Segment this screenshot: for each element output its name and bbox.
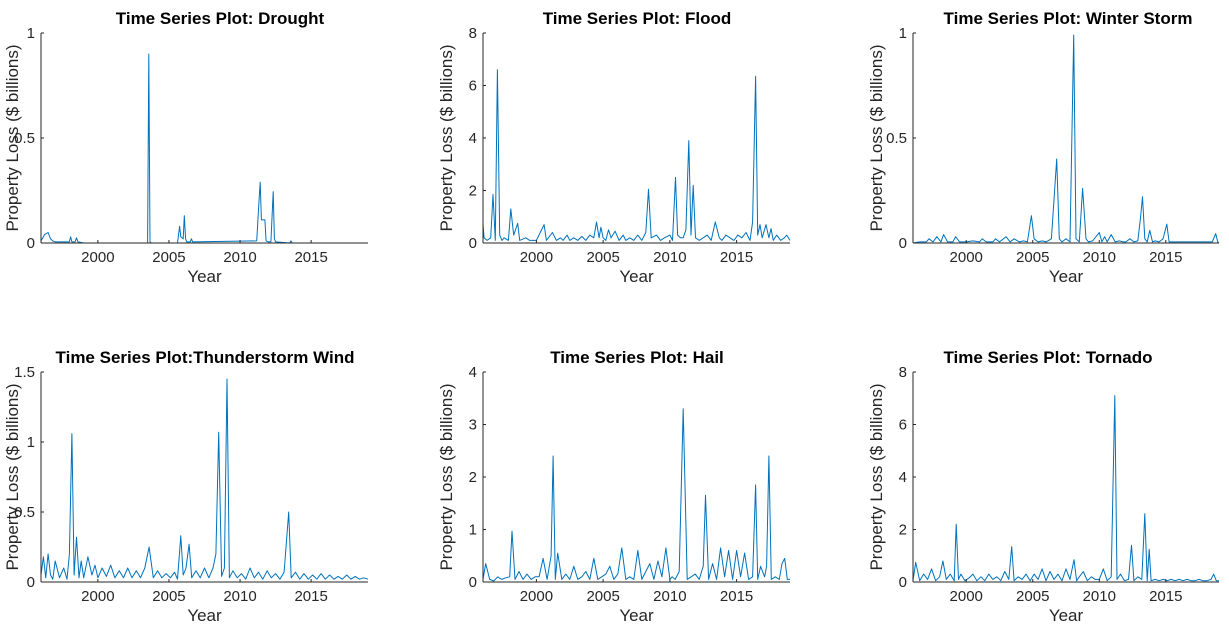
y-tick-label: 8 xyxy=(469,25,477,42)
x-tick-label: 2000 xyxy=(950,588,983,605)
y-axis-label: Property Loss ($ billions) xyxy=(437,44,456,231)
y-tick-label: 1.5 xyxy=(14,364,35,381)
y-tick-label: 4 xyxy=(469,130,477,147)
x-tick-label: 2015 xyxy=(720,588,753,605)
y-tick-label: 0.5 xyxy=(886,130,907,147)
chart-panel-3: Time Series Plot: Winter Storm 2000 2005 20… xyxy=(867,9,1220,286)
y-axis-label: Property Loss ($ billions) xyxy=(437,383,456,570)
x-tick-label: 2000 xyxy=(81,588,114,605)
chart-panel-6: Time Series Plot: Tornado 2000 2005 2010 201… xyxy=(867,348,1219,625)
x-tick-label: 2010 xyxy=(223,588,256,605)
y-tick-label: 1 xyxy=(27,25,35,42)
x-tick-label: 2000 xyxy=(520,249,553,266)
chart-panel-5: Time Series Plot: Hail 2000 2005 2010 2015 0 1… xyxy=(437,348,790,625)
y-tick-label: 1 xyxy=(27,434,35,451)
series-line xyxy=(482,408,790,582)
y-tick-label: 0 xyxy=(899,574,907,591)
y-axis-label: Property Loss ($ billions) xyxy=(867,383,886,570)
y-tick-label: 3 xyxy=(469,417,477,434)
x-tick-label: 2015 xyxy=(294,588,327,605)
series-line xyxy=(482,69,791,241)
x-tick-label: 2015 xyxy=(720,249,753,266)
x-tick-label: 2000 xyxy=(81,249,114,266)
series-line xyxy=(40,53,368,244)
x-tick-label: 2010 xyxy=(653,588,686,605)
series-line xyxy=(912,395,1219,582)
x-axis-label: Year xyxy=(1049,606,1084,625)
x-tick-label: 2005 xyxy=(152,249,185,266)
x-tick-label: 2015 xyxy=(1149,249,1182,266)
chart-title: Time Series Plot: Winter Storm xyxy=(944,9,1193,28)
y-tick-label: 0.5 xyxy=(14,130,35,147)
chart-panel-2: Time Series Plot: Flood 2000 2005 2010 2015 0… xyxy=(437,9,791,286)
y-tick-label: 2 xyxy=(469,183,477,200)
x-tick-label: 2005 xyxy=(586,249,619,266)
y-tick-label: 4 xyxy=(899,469,907,486)
y-tick-label: 0 xyxy=(27,574,35,591)
x-axis-label: Year xyxy=(187,267,222,286)
x-tick-label: 2015 xyxy=(1149,588,1182,605)
x-axis-label: Year xyxy=(1049,267,1084,286)
chart-title: Time Series Plot: Hail xyxy=(550,348,724,367)
chart-panel-1: Time Series Plot: Drought 2000 2005 2010 201… xyxy=(3,9,368,286)
x-tick-label: 2005 xyxy=(1016,588,1049,605)
x-axis-label: Year xyxy=(619,606,654,625)
chart-title: Time Series Plot: Tornado xyxy=(943,348,1152,367)
y-tick-label: 2 xyxy=(899,522,907,539)
x-tick-label: 2000 xyxy=(520,588,553,605)
y-tick-label: 0 xyxy=(899,235,907,252)
y-tick-label: 4 xyxy=(469,364,477,381)
x-tick-label: 2015 xyxy=(294,249,327,266)
series-line xyxy=(40,378,369,580)
x-tick-label: 2010 xyxy=(653,249,686,266)
y-tick-label: 0 xyxy=(469,574,477,591)
y-tick-label: 6 xyxy=(469,78,477,95)
y-tick-label: 0 xyxy=(27,235,35,252)
y-axis-label: Property Loss ($ billions) xyxy=(867,44,886,231)
x-axis-label: Year xyxy=(187,606,222,625)
y-tick-label: 2 xyxy=(469,469,477,486)
chart-title: Time Series Plot: Flood xyxy=(543,9,732,28)
x-axis-label: Year xyxy=(619,267,654,286)
x-tick-label: 2010 xyxy=(1083,588,1116,605)
x-tick-label: 2010 xyxy=(1083,249,1116,266)
x-tick-label: 2005 xyxy=(586,588,619,605)
series-line xyxy=(912,34,1220,244)
x-tick-label: 2005 xyxy=(152,588,185,605)
y-tick-label: 1 xyxy=(899,25,907,42)
chart-title: Time Series Plot: Drought xyxy=(116,9,325,28)
y-tick-label: 8 xyxy=(899,364,907,381)
y-axis-label: Property Loss ($ billions) xyxy=(3,383,22,570)
y-tick-label: 1 xyxy=(469,522,477,539)
y-tick-label: 0.5 xyxy=(14,504,35,521)
x-tick-label: 2000 xyxy=(950,249,983,266)
x-tick-label: 2010 xyxy=(223,249,256,266)
chart-panel-4: Time Series Plot:Thunderstorm Wind 2000 20… xyxy=(3,348,369,625)
y-tick-label: 6 xyxy=(899,417,907,434)
y-tick-label: 0 xyxy=(469,235,477,252)
x-tick-label: 2005 xyxy=(1016,249,1049,266)
y-axis-label: Property Loss ($ billions) xyxy=(3,44,22,231)
chart-title: Time Series Plot:Thunderstorm Wind xyxy=(56,348,355,367)
